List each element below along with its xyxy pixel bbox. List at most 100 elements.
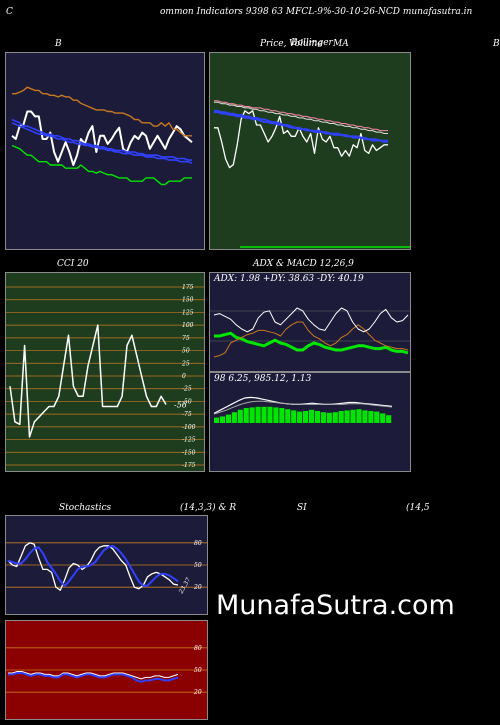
rsi-panel: 80 50 20 — [5, 620, 208, 720]
macd-histogram-bar — [219, 416, 226, 423]
price_ma-price-line — [214, 110, 388, 169]
macd-histogram-bar — [362, 410, 368, 423]
cci-chart: 175 150 125 100 75 50 25 0 -25 -50 -75 -100 -125 -150… — [6, 284, 204, 469]
title-adx-macd: ADX & MACD 12,26,9 — [253, 259, 354, 269]
macd-chart — [213, 396, 393, 423]
macd-histogram-bar — [326, 412, 332, 423]
bollinger-panel — [5, 52, 205, 250]
cci-tick-label: -25 — [182, 386, 192, 393]
title-price: Price, — [260, 39, 287, 49]
macd-histogram-bar — [380, 413, 386, 423]
macd-label: 98 6.25, 985.12, 1.13 — [214, 374, 312, 384]
cci-tick-label: 125 — [182, 309, 194, 316]
price_ma-ma_blue_b-line — [214, 111, 388, 143]
cci-tick-label: -100 — [182, 424, 196, 431]
bollinger-close-line — [11, 110, 193, 166]
macd-histogram-bar — [255, 406, 261, 423]
macd-histogram-bar — [356, 409, 362, 423]
stochastics-d-line — [7, 544, 179, 587]
macd-histogram-bar — [231, 412, 237, 423]
cci-panel: 175 150 125 100 75 50 25 0 -25 -50 -75 -100 -125 -150… — [5, 272, 205, 472]
adx-adx-line — [213, 307, 409, 333]
macd-histogram-bar — [225, 414, 231, 423]
price-ma-panel — [209, 52, 411, 250]
stochastics-panel: 80 50 20 23.37 — [5, 515, 208, 615]
macd-histogram-bar — [273, 407, 279, 423]
stochastics-tick-label: 20 — [193, 584, 202, 591]
title-stochastics: Stochastics — [59, 503, 112, 513]
header-left: C — [6, 7, 13, 17]
adx-minus_di-line — [213, 321, 409, 358]
cci-tick-label: 175 — [182, 284, 194, 291]
adx-chart — [210, 307, 410, 358]
macd-histogram-bar — [243, 408, 249, 423]
macd-histogram-bar — [320, 412, 326, 423]
bollinger-chart — [11, 86, 193, 186]
rsi-rsi_white-line — [8, 671, 179, 680]
adx-panel: ADX: 1.98 +DY: 38.63 -DY: 40.19 — [209, 272, 411, 372]
title-rsi: SI — [297, 503, 307, 513]
title-stoch-params: (14,3,3) & R — [180, 503, 237, 513]
stochastics-k-line — [7, 542, 179, 591]
bollinger-lower-line — [12, 86, 192, 137]
adx-label: ADX: 1.98 +DY: 38.63 -DY: 40.19 — [214, 274, 364, 284]
cci-cci-line — [9, 324, 167, 438]
cci-tick-label: 75 — [182, 335, 190, 342]
rsi-tick-label: 80 — [194, 645, 202, 652]
cci-tick-label: 25 — [181, 360, 190, 367]
cci-tick-label: -150 — [182, 449, 196, 456]
rsi-tick-label: 50 — [194, 667, 202, 674]
price_ma-ma_white-line — [214, 101, 388, 134]
cci-tick-label: -50 — [182, 398, 192, 405]
macd-histogram-bar — [368, 411, 374, 423]
macd-histogram-bar — [261, 406, 267, 423]
macd-histogram-bar — [291, 410, 297, 423]
bollinger-middle_a-line — [11, 118, 192, 161]
macd-signal-line — [213, 400, 393, 415]
cci-tick-label: 100 — [182, 322, 194, 329]
brand-watermark: MunafaSutra.com — [216, 590, 455, 621]
macd-histogram-bar — [314, 411, 320, 423]
macd-histogram-bar — [285, 409, 291, 423]
cci-last-value: -56 — [174, 400, 187, 409]
macd-histogram-bar — [267, 406, 273, 423]
cci-tick-label: -175 — [182, 462, 196, 469]
adx-plus_di-line — [214, 331, 409, 355]
title-right-edge: B — [493, 39, 500, 49]
header-title: ommon Indicators 9398 63 MFCL-9%-30-10-2… — [160, 7, 473, 17]
stochastics-tick-label: 80 — [194, 540, 202, 547]
bollinger-upper-line — [11, 144, 192, 186]
macd-histogram-bar — [279, 408, 285, 423]
price_ma-ma_pink-line — [214, 100, 388, 132]
rsi-chart: 80 50 20 — [6, 645, 207, 696]
cci-tick-label: 50 — [182, 348, 190, 355]
bollinger-middle_b-line — [11, 122, 193, 165]
stochastics-tick-label: 50 — [194, 562, 202, 569]
macd-histogram-bar — [338, 411, 344, 423]
macd-histogram-bar — [386, 415, 392, 423]
cci-tick-label: -75 — [182, 411, 192, 418]
cci-tick-label: -125 — [182, 437, 196, 444]
macd-histogram-bar — [297, 411, 303, 423]
cci-tick-label: 0 — [182, 373, 186, 380]
title-cci: CCI 20 — [57, 259, 89, 269]
macd-histogram-bar — [249, 407, 255, 423]
macd-histogram-bar — [332, 412, 338, 423]
macd-histogram-bar — [350, 409, 356, 423]
title-volume: Volume — [289, 39, 323, 49]
price-ma-chart — [214, 100, 410, 248]
macd-panel: 98 6.25, 985.12, 1.13 — [209, 372, 411, 472]
macd-histogram-bar — [374, 411, 380, 423]
stoch-last-value: 23.37 — [177, 576, 192, 595]
cci-tick-label: 150 — [182, 297, 194, 304]
macd-histogram-bar — [237, 409, 243, 423]
macd-histogram-bar — [344, 410, 350, 423]
macd-histogram-bar — [303, 411, 309, 423]
macd-histogram-bar — [214, 417, 220, 423]
rsi-tick-label: 20 — [193, 689, 202, 696]
title-bollinger-overlap: Bollinger — [291, 38, 333, 48]
title-rsi-params: (14,5 — [406, 503, 430, 513]
title-ma: MA — [333, 39, 349, 49]
rsi-rsi_blue-line — [8, 672, 179, 683]
